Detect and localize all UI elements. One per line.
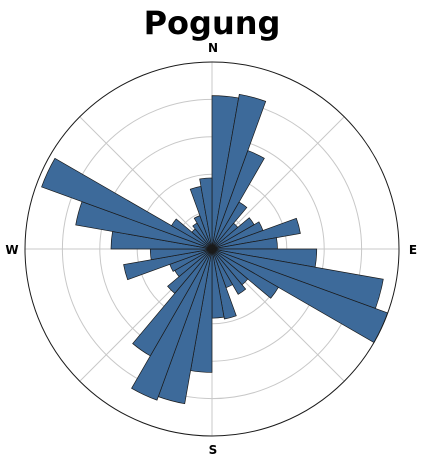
direction-label-w: W	[5, 243, 18, 257]
rose-bar	[41, 157, 213, 250]
rose-bar	[211, 248, 247, 295]
grid-spoke	[79, 116, 213, 250]
polar-outline	[24, 61, 400, 437]
rose-bar	[199, 177, 213, 250]
rose-bar	[211, 248, 279, 299]
rose-bar	[211, 217, 301, 250]
chart-title: Pogung	[144, 4, 281, 42]
rose-bar	[132, 248, 213, 357]
rose-bars	[41, 93, 389, 405]
rose-bar	[211, 248, 237, 320]
rose-bar	[211, 150, 265, 250]
rose-bar	[123, 248, 213, 281]
direction-label-e: E	[409, 243, 417, 257]
direction-label-s: S	[209, 443, 218, 457]
rose-bar	[171, 218, 213, 250]
rose-bar	[167, 248, 213, 294]
direction-label-n: N	[208, 41, 218, 55]
rose-bar	[211, 93, 267, 250]
rose-bar	[131, 248, 213, 401]
rose-bar	[211, 201, 248, 250]
